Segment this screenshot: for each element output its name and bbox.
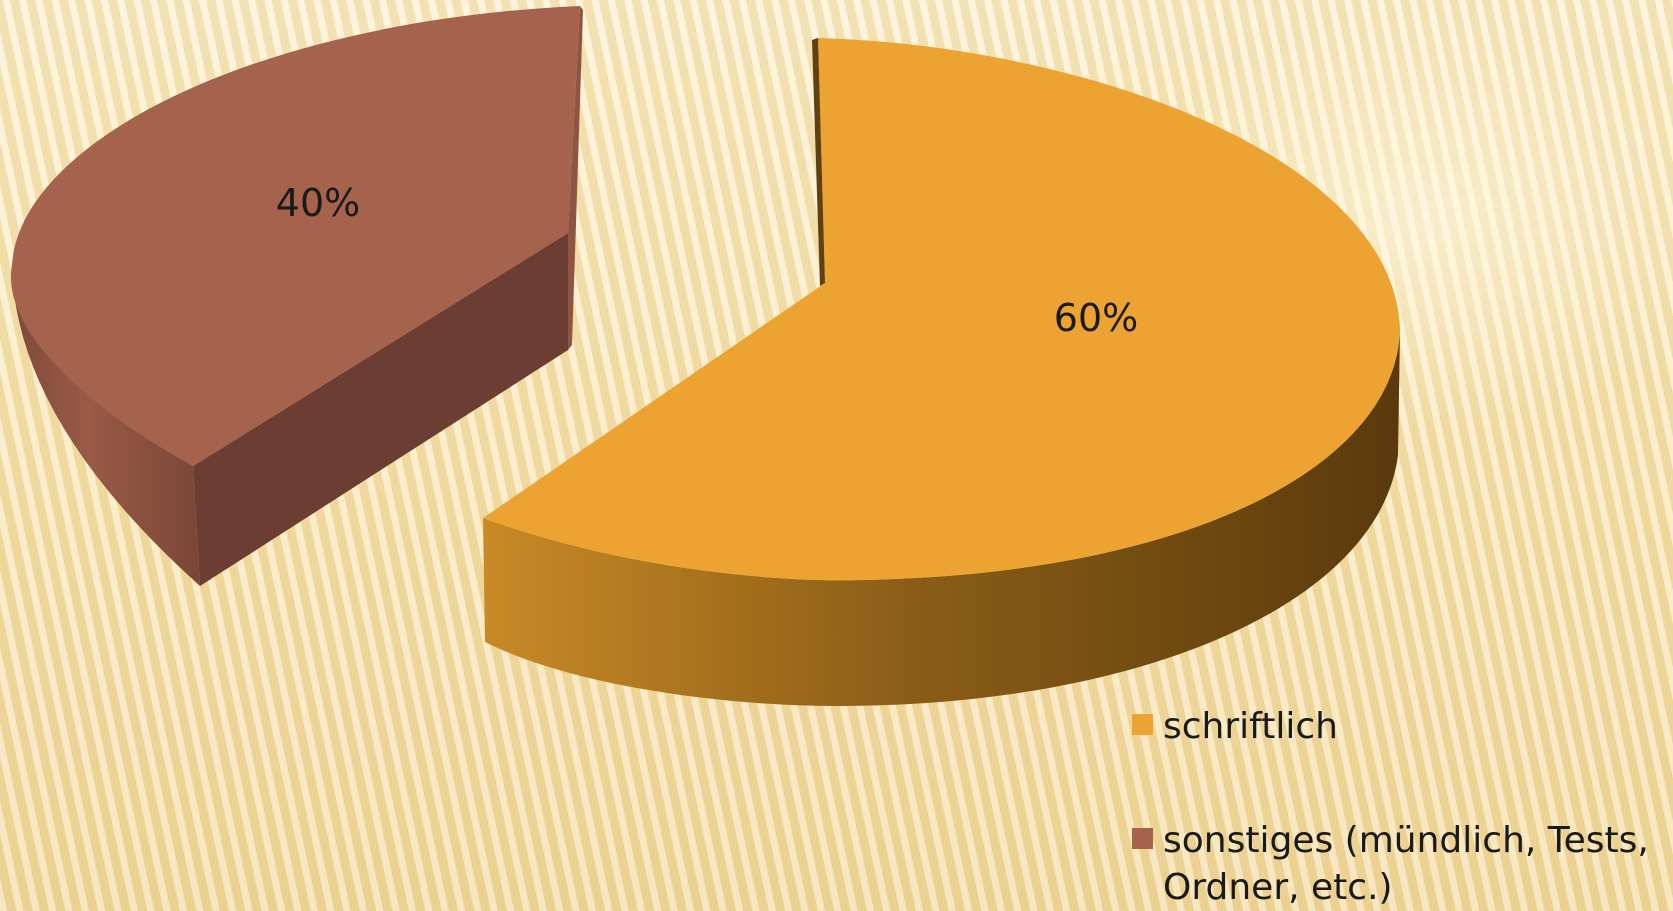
legend-swatch-sonstiges <box>1132 828 1153 849</box>
data-label-schriftlich: 60% <box>1054 296 1138 340</box>
slice-sonstiges <box>10 6 583 586</box>
slice-sonstiges-edge <box>568 6 583 350</box>
data-label-sonstiges: 40% <box>276 181 360 225</box>
slice-sonstiges-cut-side <box>193 233 568 586</box>
slice-schriftlich-cut-edge <box>812 38 825 286</box>
slice-sonstiges-top <box>10 6 580 466</box>
legend-label-sonstiges-line-1: sonstiges (mündlich, Tests, <box>1163 820 1649 861</box>
legend-swatch-schriftlich <box>1132 714 1153 735</box>
legend: schriftlich sonstiges (mündlich, Tests, … <box>1132 706 1649 908</box>
legend-item-sonstiges: sonstiges (mündlich, Tests, Ordner, etc.… <box>1132 820 1649 908</box>
legend-label-schriftlich: schriftlich <box>1163 706 1338 747</box>
slice-schriftlich-outer-side <box>483 330 1400 706</box>
slice-schriftlich <box>483 38 1400 706</box>
legend-label-sonstiges-line-2: Ordner, etc.) <box>1163 867 1393 908</box>
slice-sonstiges-outer-side <box>12 265 200 586</box>
slice-schriftlich-top <box>483 38 1400 581</box>
legend-item-schriftlich: schriftlich <box>1132 706 1338 747</box>
